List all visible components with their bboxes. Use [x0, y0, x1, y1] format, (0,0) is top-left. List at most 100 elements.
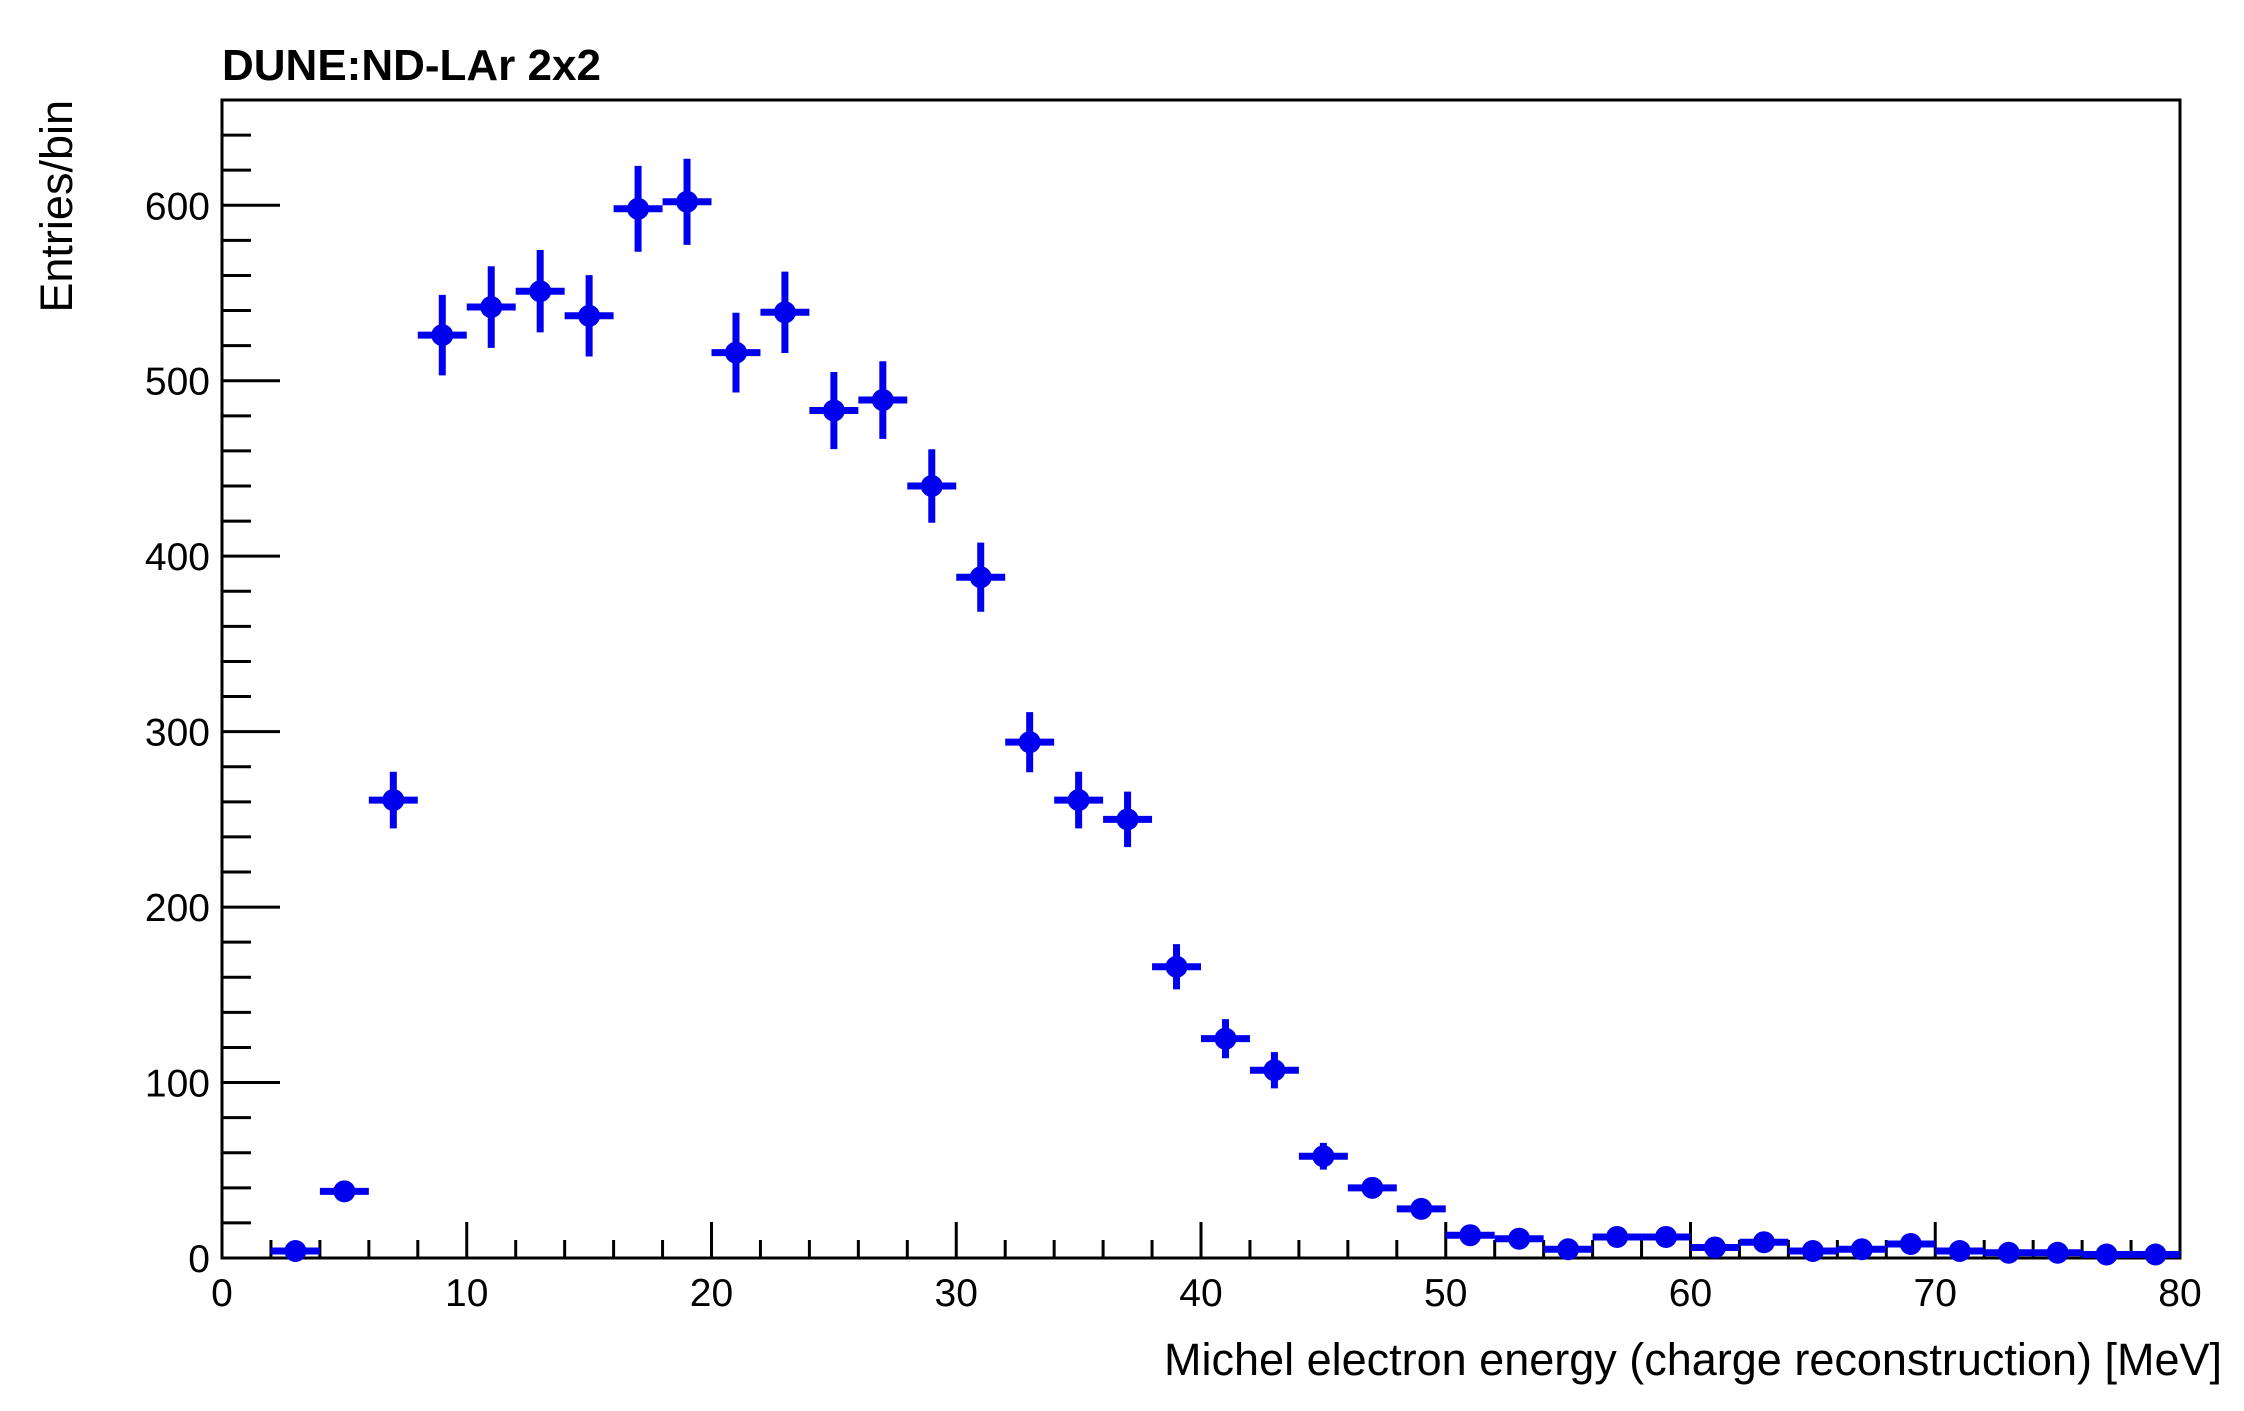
marker [2144, 1243, 2167, 1266]
x-axis: 0 10 20 30 40 50 60 70 80 [211, 1222, 2202, 1315]
y-tick-label: 300 [145, 712, 210, 755]
marker [382, 789, 405, 812]
marker [676, 190, 699, 213]
data-point [1347, 1176, 1397, 1199]
data-point [1788, 1239, 1838, 1262]
marker [333, 1180, 356, 1203]
marker [2095, 1243, 2118, 1266]
data-point [1494, 1227, 1544, 1250]
data-points [270, 158, 2180, 1266]
marker [822, 399, 845, 422]
marker [431, 324, 454, 347]
data-point [760, 271, 810, 354]
data-point [515, 250, 565, 333]
x-tick-label: 30 [935, 1272, 978, 1315]
marker [1116, 808, 1139, 831]
data-point [1445, 1224, 1495, 1247]
marker [1508, 1227, 1531, 1250]
data-point [809, 371, 859, 450]
y-tick-label: 500 [145, 361, 210, 404]
data-point [711, 312, 761, 393]
marker [1018, 731, 1041, 754]
marker [1214, 1027, 1237, 1050]
marker [1361, 1176, 1384, 1199]
marker [1703, 1236, 1726, 1259]
data-point [466, 266, 516, 348]
data-point [417, 294, 467, 376]
marker [1263, 1059, 1286, 1082]
data-point [662, 158, 712, 245]
marker [1459, 1224, 1482, 1247]
data-point [1984, 1241, 2034, 1264]
y-tick-label: 600 [145, 185, 210, 228]
marker [529, 280, 552, 303]
y-tick-label: 100 [145, 1063, 210, 1106]
data-point [1103, 791, 1153, 848]
marker [480, 296, 503, 319]
data-point [1249, 1052, 1299, 1089]
marker [627, 197, 650, 220]
x-tick-label: 80 [2158, 1272, 2201, 1315]
marker [1801, 1239, 1824, 1262]
marker [969, 566, 992, 589]
x-tick-label: 20 [690, 1272, 733, 1315]
x-tick-label: 50 [1424, 1272, 1467, 1315]
data-point [2033, 1241, 2083, 1264]
marker [1997, 1241, 2020, 1264]
marker [1410, 1197, 1433, 1220]
x-axis-title: Michel electron energy (charge reconstru… [1164, 1334, 2222, 1385]
marker [1067, 789, 1090, 812]
marker [920, 475, 943, 497]
y-axis-title: Entries/bin [31, 100, 82, 313]
x-tick-label: 70 [1914, 1272, 1957, 1315]
data-point [1005, 712, 1055, 773]
data-point [1054, 771, 1104, 829]
data-point [1886, 1232, 1936, 1255]
data-point [1935, 1239, 1985, 1262]
data-point [1201, 1019, 1250, 1059]
data-point [2131, 1243, 2180, 1266]
data-point [1396, 1197, 1446, 1220]
marker [1557, 1238, 1580, 1261]
data-point [368, 771, 418, 829]
marker [578, 304, 601, 327]
x-tick-label: 0 [211, 1272, 233, 1315]
data-point [2082, 1243, 2132, 1266]
marker [1850, 1238, 1873, 1261]
marker [1312, 1145, 1335, 1168]
data-point [613, 165, 663, 252]
marker [871, 389, 894, 412]
x-tick-label: 10 [445, 1272, 488, 1315]
data-point [956, 542, 1006, 612]
data-point [1543, 1238, 1593, 1261]
data-point [1641, 1225, 1691, 1248]
data-point [1592, 1225, 1642, 1248]
data-point [1690, 1236, 1740, 1259]
data-point [907, 449, 957, 523]
marker [773, 301, 796, 324]
data-point [1152, 944, 1201, 990]
x-tick-label: 40 [1179, 1272, 1222, 1315]
data-point [270, 1239, 320, 1262]
marker [1606, 1225, 1629, 1248]
data-point [1298, 1142, 1348, 1170]
marker [1752, 1231, 1775, 1254]
data-point [858, 361, 908, 439]
marker [1948, 1239, 1971, 1262]
marker [724, 341, 747, 364]
marker [1165, 955, 1188, 978]
plot-frame [220, 98, 2182, 1260]
data-point [1739, 1231, 1789, 1254]
chart-title: DUNE:ND-LAr 2x2 [222, 41, 601, 90]
y-tick-label: 0 [188, 1238, 210, 1281]
data-point [319, 1180, 369, 1203]
marker [2046, 1241, 2069, 1264]
marker [1899, 1232, 1922, 1255]
y-tick-label: 200 [145, 887, 210, 930]
y-tick-label: 400 [145, 536, 210, 579]
data-point [564, 275, 614, 357]
x-tick-label: 60 [1669, 1272, 1712, 1315]
data-point [1837, 1238, 1887, 1261]
y-axis: 0 100 200 300 400 500 600 [145, 98, 280, 1281]
